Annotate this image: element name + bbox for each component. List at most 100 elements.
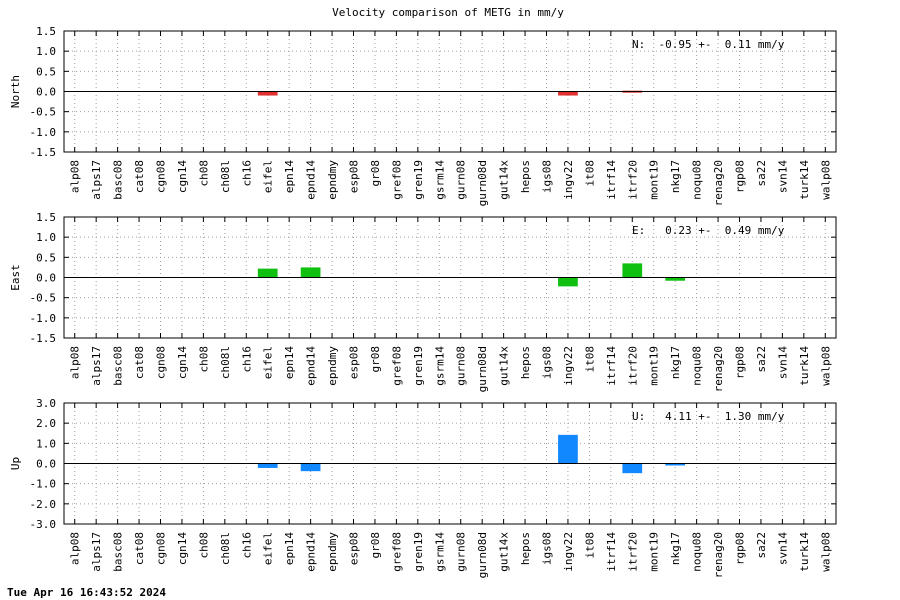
x-category-label: it08 <box>583 160 596 187</box>
bar-eifel <box>257 463 278 468</box>
x-category-label: sa22 <box>755 160 768 187</box>
y-tick-label: 1.0 <box>36 437 56 450</box>
x-category-label: epnd14 <box>305 532 318 572</box>
x-category-label: gut14x <box>498 346 511 386</box>
x-category-label: svn14 <box>776 160 789 193</box>
x-category-label: gren19 <box>412 346 425 386</box>
y-tick-label: 3.0 <box>36 397 56 410</box>
plot-frame <box>63 216 837 339</box>
x-category-label: gurn08 <box>455 160 468 200</box>
x-category-label: epndmy <box>326 532 339 572</box>
x-category-label: cgn14 <box>176 532 189 565</box>
x-category-label: gr08 <box>369 160 382 187</box>
bar-ingv22 <box>558 277 578 287</box>
x-category-label: epn14 <box>283 160 296 193</box>
x-category-label: mont19 <box>648 532 661 572</box>
x-category-label: gsrm14 <box>433 346 446 386</box>
x-category-label: walp08 <box>819 346 832 386</box>
x-category-label: hepos <box>519 346 532 379</box>
x-category-label: esp08 <box>348 532 361 565</box>
x-category-label: gsrm14 <box>433 532 446 572</box>
y-tick-label: 1.5 <box>36 25 56 38</box>
x-category-label: rgp08 <box>734 532 747 565</box>
y-tick-label: 0.0 <box>36 458 56 471</box>
x-category-label: turk14 <box>798 346 811 386</box>
x-category-label: walp08 <box>819 160 832 200</box>
x-category-label: ch08 <box>197 346 210 373</box>
x-category-label: ch08 <box>197 160 210 187</box>
x-category-label: itrf20 <box>626 160 639 200</box>
x-category-label: itrf20 <box>626 346 639 386</box>
panel-up: -3.0 -2.0 -1.0 0.0 1.0 2.0 3.0 alp08 alps17 basc0… <box>9 397 837 578</box>
x-category-label: ch08 <box>197 532 210 559</box>
x-category-label: mont19 <box>648 160 661 200</box>
bar-epnd14 <box>300 463 321 472</box>
velocity-stat-annotation: U: 4.11 +- 1.30 mm/y <box>632 410 785 423</box>
y-tick-label: 1.0 <box>36 45 56 58</box>
x-category-label: alp08 <box>69 346 82 379</box>
x-category-label: epndmy <box>326 160 339 200</box>
y-tick-label: -1.0 <box>30 312 57 325</box>
x-category-label: cat08 <box>133 532 146 565</box>
x-category-label: epnd14 <box>305 160 318 200</box>
x-category-label: walp08 <box>819 532 832 572</box>
x-category-label: itrf14 <box>605 346 618 386</box>
x-category-label: it08 <box>583 346 596 373</box>
x-category-label: epn14 <box>283 346 296 379</box>
x-category-label: gurn08d <box>476 532 489 578</box>
x-category-label: alps17 <box>90 532 103 572</box>
y-tick-label: -1.0 <box>30 478 57 491</box>
x-category-label: renag20 <box>712 346 725 392</box>
bar-nkg17 <box>665 277 686 281</box>
x-category-label: epnd14 <box>305 346 318 386</box>
x-category-label: nkg17 <box>669 160 682 193</box>
x-category-label: nkg17 <box>669 532 682 565</box>
x-category-label: ch08l <box>219 532 232 565</box>
x-category-label: eifel <box>262 346 275 379</box>
bar-ingv22 <box>558 434 578 464</box>
y-tick-label: -0.5 <box>30 292 57 305</box>
y-tick-label: 0.5 <box>36 65 56 78</box>
bar-epnd14 <box>300 267 321 278</box>
x-category-label: gurn08d <box>476 160 489 206</box>
x-category-label: ch16 <box>240 532 253 559</box>
x-category-label: gut14x <box>498 160 511 200</box>
x-category-label: renag20 <box>712 160 725 206</box>
x-category-label: sa22 <box>755 346 768 373</box>
x-category-label: rgp08 <box>734 346 747 379</box>
bar-ingv22 <box>558 91 578 96</box>
x-category-label: cgn08 <box>155 532 168 565</box>
y-tick-label: -2.0 <box>30 498 57 511</box>
y-axis-label: North <box>9 75 22 108</box>
x-category-label: itrf14 <box>605 532 618 572</box>
x-category-label: ch16 <box>240 160 253 187</box>
x-category-label: gurn08 <box>455 346 468 386</box>
x-category-label: itrf14 <box>605 160 618 200</box>
y-tick-label: -0.5 <box>30 106 57 119</box>
x-category-label: gref08 <box>390 532 403 572</box>
x-category-label: turk14 <box>798 532 811 572</box>
x-category-label: basc08 <box>112 160 125 200</box>
x-category-label: noqu08 <box>691 160 704 200</box>
x-category-label: alps17 <box>90 346 103 386</box>
x-category-label: eifel <box>262 160 275 193</box>
y-tick-label: -3.0 <box>30 518 57 531</box>
x-category-label: renag20 <box>712 532 725 578</box>
y-axis-label: Up <box>9 457 22 470</box>
x-category-label: gren19 <box>412 160 425 200</box>
x-category-label: gut14x <box>498 532 511 572</box>
x-category-label: ingv22 <box>562 346 575 386</box>
x-category-label: ch08l <box>219 346 232 379</box>
x-category-label: noqu08 <box>691 532 704 572</box>
chart-title: Velocity comparison of METG in mm/y <box>332 6 564 19</box>
x-category-label: ingv22 <box>562 160 575 200</box>
x-category-label: hepos <box>519 532 532 565</box>
footer-timestamp: Tue Apr 16 16:43:52 2024 <box>7 586 166 599</box>
y-tick-label: 0.5 <box>36 251 56 264</box>
y-axis-label: East <box>9 264 22 291</box>
x-category-label: ch16 <box>240 346 253 373</box>
bar-nkg17 <box>665 463 686 466</box>
x-category-label: itrf20 <box>626 532 639 572</box>
x-category-label: gr08 <box>369 346 382 373</box>
